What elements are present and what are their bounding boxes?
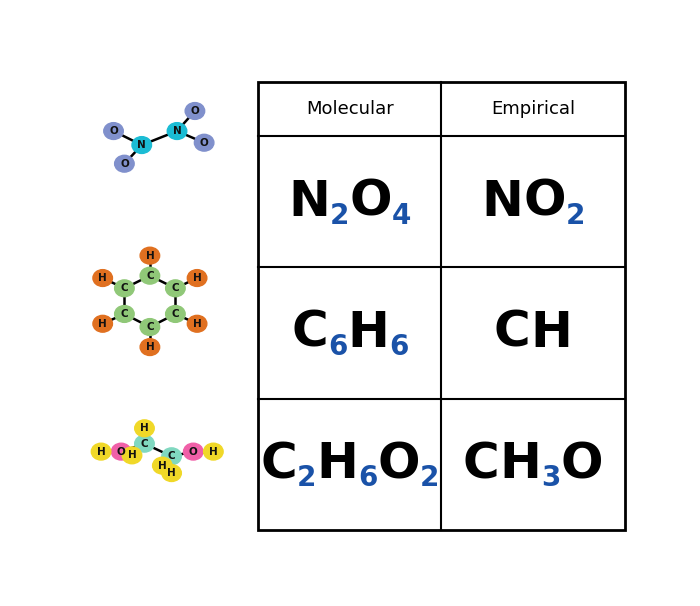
Text: N: N	[288, 178, 330, 225]
Text: 3: 3	[541, 464, 561, 492]
Text: 6: 6	[328, 333, 347, 361]
Text: H: H	[98, 273, 107, 283]
Text: O: O	[190, 106, 199, 116]
Text: Molecular: Molecular	[306, 100, 394, 118]
Text: H: H	[98, 319, 107, 329]
Text: N: N	[481, 178, 523, 225]
Text: C: C	[172, 283, 179, 293]
Circle shape	[162, 465, 181, 482]
Text: O: O	[199, 138, 209, 148]
Circle shape	[153, 457, 172, 474]
Text: H: H	[193, 273, 202, 283]
Circle shape	[140, 339, 160, 356]
Circle shape	[132, 136, 151, 153]
Text: C: C	[260, 441, 297, 488]
Circle shape	[91, 443, 111, 460]
Circle shape	[140, 267, 160, 284]
Circle shape	[188, 270, 207, 287]
Text: N: N	[173, 126, 181, 136]
Circle shape	[93, 315, 113, 332]
Circle shape	[204, 443, 223, 460]
Circle shape	[183, 443, 203, 460]
Text: H: H	[347, 309, 389, 357]
Text: C: C	[463, 441, 500, 488]
Text: 2: 2	[420, 464, 440, 492]
Text: O: O	[523, 178, 566, 225]
Text: H: H	[209, 447, 218, 456]
Text: O: O	[378, 441, 420, 488]
Circle shape	[93, 270, 113, 287]
Text: O: O	[189, 447, 197, 456]
Text: O: O	[117, 447, 125, 456]
Text: H: H	[316, 441, 358, 488]
Text: H: H	[127, 450, 136, 461]
Circle shape	[140, 247, 160, 264]
Circle shape	[186, 102, 204, 119]
Text: H: H	[140, 423, 149, 433]
Bar	[258, 82, 624, 530]
Text: H: H	[97, 447, 106, 456]
Circle shape	[162, 448, 181, 465]
Text: C: C	[494, 309, 531, 357]
Text: O: O	[120, 159, 129, 168]
Text: C: C	[146, 271, 154, 281]
Circle shape	[167, 122, 187, 139]
Circle shape	[134, 420, 154, 437]
Text: 4: 4	[392, 202, 412, 230]
Text: 2: 2	[566, 202, 585, 230]
Text: O: O	[349, 178, 392, 225]
Circle shape	[140, 319, 160, 336]
Circle shape	[111, 443, 131, 460]
Text: C: C	[141, 439, 148, 448]
Text: 6: 6	[389, 333, 409, 361]
Circle shape	[195, 135, 214, 151]
Text: H: H	[146, 342, 154, 352]
Circle shape	[188, 315, 207, 332]
Text: O: O	[109, 126, 118, 136]
Text: C: C	[291, 309, 328, 357]
Text: H: H	[500, 441, 541, 488]
Circle shape	[104, 122, 123, 139]
Text: Empirical: Empirical	[491, 100, 575, 118]
Text: C: C	[146, 322, 154, 332]
Circle shape	[115, 155, 134, 172]
Text: N: N	[137, 140, 146, 150]
Circle shape	[115, 305, 134, 322]
Text: H: H	[531, 309, 573, 357]
Circle shape	[166, 305, 185, 322]
Text: O: O	[561, 441, 603, 488]
Text: 2: 2	[297, 464, 316, 492]
Text: H: H	[146, 251, 154, 261]
Circle shape	[134, 435, 154, 452]
Text: H: H	[158, 461, 167, 471]
Text: H: H	[193, 319, 202, 329]
Text: 6: 6	[358, 464, 378, 492]
Text: C: C	[120, 283, 128, 293]
Text: C: C	[172, 309, 179, 319]
Circle shape	[166, 280, 185, 297]
Text: C: C	[120, 309, 128, 319]
Circle shape	[115, 280, 134, 297]
Text: 2: 2	[330, 202, 349, 230]
Text: C: C	[168, 451, 176, 461]
Circle shape	[122, 447, 141, 464]
Text: H: H	[167, 468, 176, 478]
